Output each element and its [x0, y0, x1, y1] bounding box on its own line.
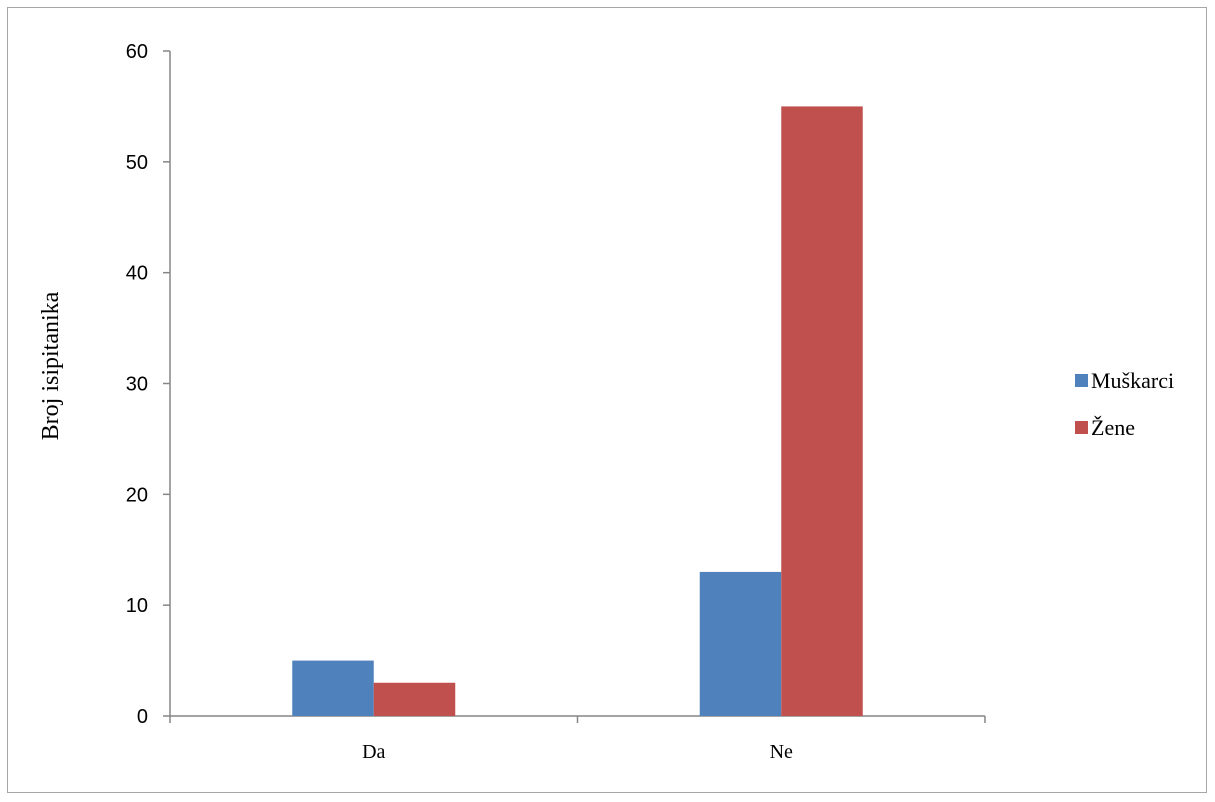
- y-tick-label: 20: [126, 484, 148, 506]
- bar: [699, 571, 782, 716]
- x-axis: Da Ne: [169, 715, 986, 763]
- y-axis-label: Broj isipitanika: [38, 291, 64, 440]
- y-tick-label: 50: [126, 152, 148, 174]
- legend: Muškarci Žene: [1075, 368, 1174, 440]
- legend-swatch: [1075, 374, 1088, 387]
- x-tick-label: Da: [362, 741, 385, 763]
- bars: [292, 106, 863, 716]
- x-tick-label: Ne: [770, 741, 793, 763]
- y-tick-label: 60: [126, 41, 148, 63]
- y-tick-label: 30: [126, 374, 148, 396]
- legend-swatch: [1075, 421, 1088, 434]
- legend-label: Muškarci: [1091, 368, 1174, 393]
- chart-area: [7, 7, 1207, 793]
- bar: [373, 682, 456, 716]
- y-tick-label: 0: [137, 706, 148, 728]
- bar: [292, 660, 374, 716]
- y-axis: 0 10 20 30 40 50 60: [126, 41, 171, 728]
- y-tick-label: 40: [126, 263, 148, 285]
- legend-label: Žene: [1091, 415, 1135, 440]
- y-tick-label: 10: [126, 595, 148, 617]
- bar: [781, 106, 863, 716]
